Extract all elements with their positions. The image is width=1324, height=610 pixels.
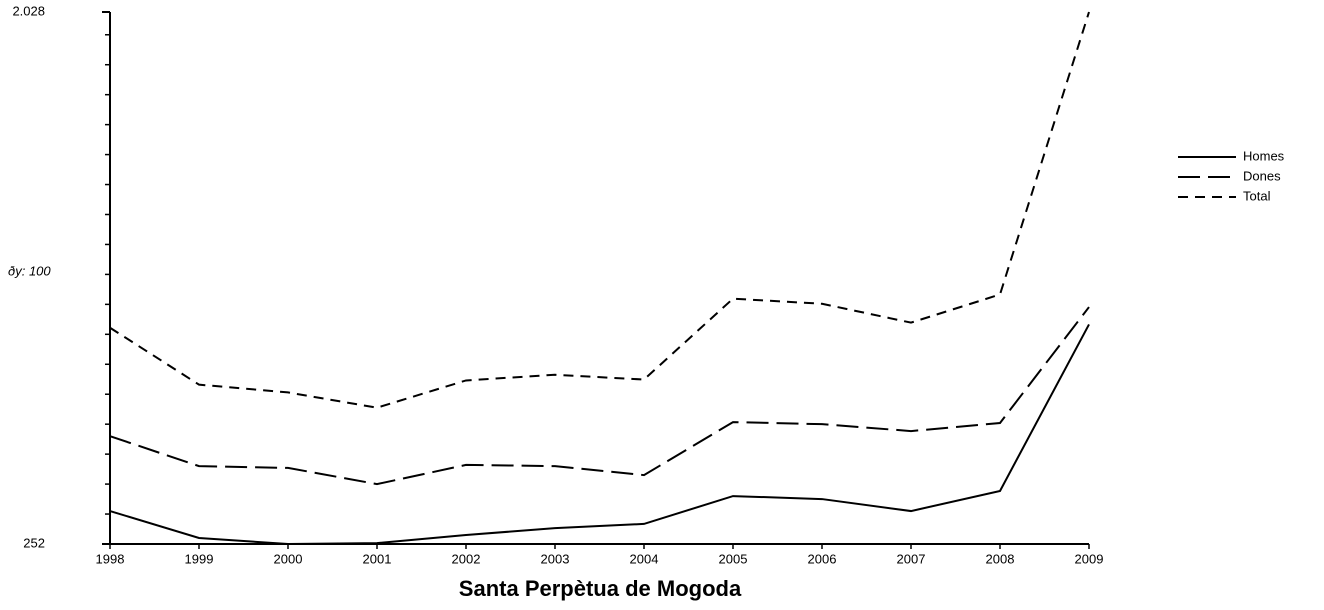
x-tick-label: 2007 xyxy=(897,551,926,566)
legend-label: Homes xyxy=(1243,148,1285,163)
x-tick-label: 2004 xyxy=(630,551,659,566)
x-tick-label: 2001 xyxy=(363,551,392,566)
x-tick-label: 2009 xyxy=(1075,551,1104,566)
x-tick-label: 2006 xyxy=(808,551,837,566)
line-series xyxy=(109,11,1090,409)
y-tick-label: 252 xyxy=(23,535,45,550)
x-tick-label: 2008 xyxy=(986,551,1015,566)
x-tick-label: 2002 xyxy=(452,551,481,566)
line-series xyxy=(109,323,1090,546)
x-tick-label: 2005 xyxy=(719,551,748,566)
chart-title: Santa Perpètua de Mogoda xyxy=(459,576,742,601)
legend-label: Dones xyxy=(1243,168,1281,183)
line-series xyxy=(109,306,1090,486)
x-tick-label: 2003 xyxy=(541,551,570,566)
x-tick-label: 1998 xyxy=(96,551,125,566)
x-tick-label: 2000 xyxy=(274,551,303,566)
x-tick-label: 1999 xyxy=(185,551,214,566)
legend-label: Total xyxy=(1243,188,1271,203)
y-tick-label: 2.028 xyxy=(12,3,45,18)
axis-annotation: ðy: 100 xyxy=(8,263,51,278)
